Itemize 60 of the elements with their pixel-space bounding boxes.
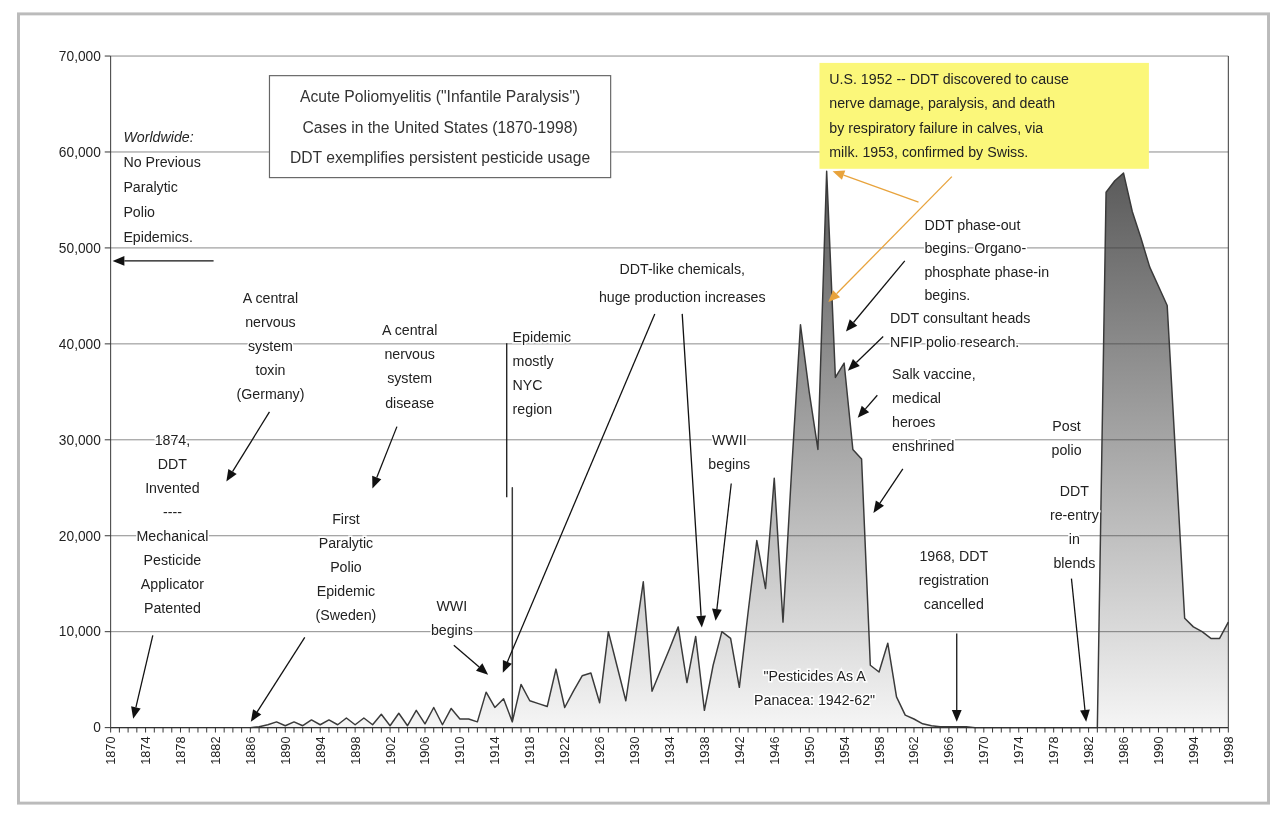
y-tick-label: 0 — [93, 720, 102, 736]
y-tick-label: 10,000 — [58, 624, 102, 640]
annotation: Salk vaccine, medical heroes enshrined — [892, 365, 976, 454]
x-tick-label: 1942 — [731, 736, 747, 765]
annotation: U.S. 1952 -- DDT discovered to cause nerve damage, paralysis, and death by respiratory failure in calves, via milk. 1953, confirmed by Swiss. — [829, 71, 1070, 160]
x-tick-label: 1990 — [1150, 736, 1166, 765]
x-tick-label: 1950 — [801, 736, 817, 765]
x-tick-label: 1906 — [417, 736, 433, 765]
annotation: DDT-like chemicals, huge production increases — [598, 260, 766, 306]
x-tick-label: 1962 — [906, 736, 922, 765]
x-tick-label: 1894 — [312, 736, 328, 765]
annotation: "Pesticides As A Panacea: 1942-62" — [754, 667, 876, 708]
x-tick-label: 1870 — [103, 736, 119, 765]
annotation: 1968, DDT registration cancelled — [918, 547, 989, 612]
y-tick-label: 30,000 — [58, 432, 102, 448]
x-tick-label: 1898 — [347, 736, 363, 765]
y-tick-label: 20,000 — [58, 528, 102, 544]
y-tick-label: 70,000 — [58, 48, 102, 64]
x-tick-label: 1958 — [871, 736, 887, 765]
x-tick-label: 1914 — [487, 736, 503, 765]
x-tick-label: 1910 — [452, 736, 468, 765]
x-tick-label: 1998 — [1220, 736, 1236, 765]
x-tick-label: 1982 — [1081, 736, 1097, 765]
x-tick-label: 1882 — [207, 736, 223, 765]
annotation: Post polio — [1051, 417, 1082, 459]
x-tick-label: 1970 — [976, 736, 992, 765]
x-tick-label: 1978 — [1046, 736, 1062, 765]
text: Cases in the United States (1870-1998) DDT exemplifies persistent pesticide usage — [289, 119, 591, 166]
x-tick-label: 1930 — [627, 736, 643, 765]
y-tick-label: 60,000 — [58, 144, 102, 160]
x-tick-label: 1874 — [138, 736, 154, 765]
text: Acute Poliomyelitis ("Infantile Paralysis") — [299, 88, 581, 106]
y-tick-label: 40,000 — [58, 336, 102, 352]
y-tick-label: 50,000 — [58, 240, 102, 256]
x-tick-label: 1986 — [1116, 736, 1131, 765]
x-tick-label: 1886 — [242, 736, 258, 765]
x-tick-label: 1934 — [661, 736, 677, 765]
x-tick-label: 1994 — [1185, 736, 1201, 765]
annotation: WWI begins — [430, 597, 473, 638]
x-tick-label: 1954 — [836, 736, 852, 765]
x-tick-label: 1926 — [592, 736, 608, 765]
x-tick-label: 1966 — [941, 736, 957, 765]
annotation: A central nervous system toxin (Germany) — [236, 290, 305, 403]
annotation: DDT consultant heads NFIP polio research. — [890, 309, 1031, 350]
annotation: WWII begins — [708, 432, 751, 473]
x-tick-label: 1890 — [277, 736, 293, 765]
x-tick-label: 1922 — [557, 736, 573, 765]
annotation: A central nervous system disease — [382, 322, 438, 411]
annotation: Epidemic mostly NYC region — [512, 329, 572, 418]
annotation: DDT phase-out begins. Organo- phosphate phase-in begins. — [924, 216, 1050, 304]
x-tick-label: 1938 — [696, 736, 712, 765]
annotation: Worldwide: No Previous Paralytic Polio Epidemics. — [123, 129, 201, 246]
x-tick-label: 1946 — [766, 736, 782, 765]
x-tick-label: 1974 — [1011, 736, 1027, 765]
annotation: DDT re-entry in blends — [1049, 483, 1100, 572]
x-tick-label: 1902 — [382, 736, 398, 765]
x-tick-label: 1878 — [172, 736, 188, 765]
annotation: 1874, DDT Invented ---- Mechanical Pesticide Applicator Patented — [136, 432, 209, 617]
x-tick-label: 1918 — [522, 736, 538, 765]
annotation: First Paralytic Polio Epidemic (Sweden) — [315, 510, 377, 623]
